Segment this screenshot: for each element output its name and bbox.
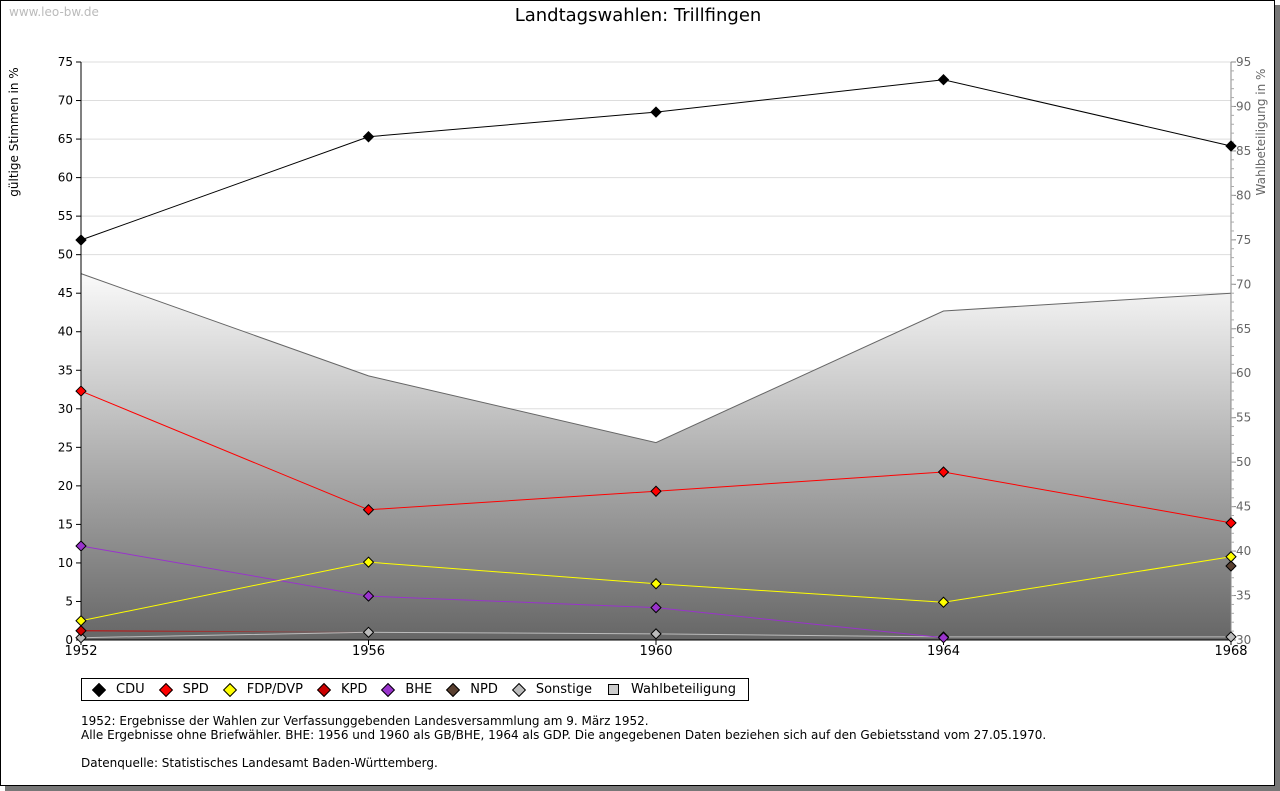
turnout-area — [81, 273, 1231, 640]
legend-marker-icon — [91, 682, 107, 697]
y2-tick-label: 45 — [1236, 500, 1251, 514]
y-tick-label: 20 — [58, 479, 73, 493]
y-tick-label: 50 — [58, 248, 73, 262]
marker-BHE — [650, 601, 662, 614]
legend-label: BHE — [405, 682, 433, 697]
y2-tick-label: 60 — [1236, 366, 1251, 380]
chart-title: Landtagswahlen: Trillfingen — [514, 5, 762, 26]
marker-BHE — [362, 590, 375, 602]
y2-tick-label: 70 — [1236, 277, 1251, 291]
watermark: www.leo-bw.de — [9, 5, 99, 19]
marker-FDP/DVP — [937, 596, 950, 608]
y-tick-label: 75 — [58, 55, 73, 69]
series-line-BHE — [80, 545, 944, 639]
y2-tick-label: 95 — [1236, 55, 1251, 69]
legend-label: SPD — [182, 682, 209, 697]
marker-KPD — [75, 625, 87, 637]
legend-marker-icon — [381, 682, 396, 697]
marker-CDU — [362, 131, 375, 143]
x-tick-label: 1968 — [1214, 644, 1247, 659]
legend: CDU SPD FDP/DVP KPD BHE NPD Sonstige Wahlbeteil… — [81, 678, 750, 701]
marker-NPD — [1225, 560, 1237, 572]
y2-tick-label: 55 — [1236, 411, 1251, 425]
marker-FDP/DVP — [1225, 551, 1237, 563]
legend-item: CDU — [91, 682, 145, 697]
legend-item: BHE — [381, 682, 433, 697]
y-tick-label: 25 — [58, 440, 73, 454]
legend-label: CDU — [116, 682, 145, 697]
series-line-KPD-fade — [80, 630, 369, 633]
legend-marker-icon — [316, 682, 332, 697]
y-tick-label: 30 — [58, 402, 73, 416]
legend-marker-icon — [158, 682, 173, 697]
marker-SPD — [362, 504, 375, 516]
y2-tick-label: 50 — [1236, 455, 1251, 469]
x-tick-label: 1952 — [64, 644, 97, 659]
legend-label: NPD — [470, 682, 498, 697]
y2-tick-label: 90 — [1236, 99, 1251, 113]
marker-CDU — [1225, 140, 1237, 152]
y2-tick-label: 85 — [1236, 144, 1251, 158]
y2-tick-label: 80 — [1236, 188, 1251, 202]
y-tick-label: 35 — [58, 363, 73, 377]
legend-item: SPD — [158, 682, 209, 697]
y-axis-label: gültige Stimmen in % — [7, 67, 21, 196]
legend-marker-icon — [511, 682, 526, 697]
y2-tick-label: 65 — [1236, 322, 1251, 336]
legend-item: KPD — [316, 682, 368, 697]
y-tick-label: 5 — [65, 594, 73, 608]
marker-BHE — [75, 540, 87, 552]
marker-CDU — [650, 106, 662, 118]
y2-tick-label: 35 — [1236, 589, 1251, 603]
marker-Sonstige — [1225, 631, 1237, 643]
note-1: 1952: Ergebnisse der Wahlen zur Verfassu… — [81, 714, 649, 728]
y-tick-label: 65 — [58, 132, 73, 146]
y2-tick-label: 75 — [1236, 233, 1251, 247]
y-tick-label: 40 — [58, 325, 73, 339]
marker-FDP/DVP — [75, 615, 87, 627]
y-tick-label: 55 — [58, 209, 73, 223]
y2-tick-label: 40 — [1236, 544, 1251, 558]
marker-Sonstige — [650, 628, 662, 640]
marker-FDP/DVP — [650, 578, 662, 590]
y2-axis-label: Wahlbeteiligung in % — [1254, 69, 1268, 196]
marker-CDU — [75, 234, 87, 246]
marker-SPD — [650, 485, 662, 497]
y-tick-label: 60 — [58, 171, 73, 185]
y-tick-label: 10 — [58, 556, 73, 570]
legend-square-icon — [608, 684, 620, 695]
legend-marker-icon — [222, 682, 237, 697]
legend-item: Sonstige — [511, 682, 593, 697]
legend-label: FDP/DVP — [246, 682, 303, 697]
y2-tick-label: 30 — [1236, 633, 1251, 647]
marker-CDU — [937, 74, 950, 86]
y-tick-label: 0 — [65, 633, 73, 647]
legend-item: Wahlbeteiligung — [608, 682, 736, 697]
marker-SPD — [937, 466, 950, 478]
legend-label: Wahlbeteiligung — [631, 682, 737, 697]
legend-item: FDP/DVP — [222, 682, 303, 697]
y-tick-label: 70 — [58, 94, 73, 108]
marker-BHE — [937, 631, 950, 644]
chart-svg: 0 5 10 15 20 25 30 35 40 45 50 55 60 65 70 75 30 35 40 45 50… — [7, 55, 1268, 659]
legend-item: NPD — [446, 682, 498, 697]
legend-label: KPD — [340, 682, 368, 697]
note-source: Datenquelle: Statistisches Landesamt Bad… — [81, 756, 438, 770]
x-tick-label: 1956 — [352, 644, 385, 659]
y-tick-label: 15 — [58, 517, 73, 531]
x-tick-label: 1960 — [639, 644, 672, 659]
marker-Sonstige — [75, 631, 87, 644]
legend-label: Sonstige — [535, 682, 593, 697]
marker-SPD — [1225, 517, 1237, 529]
notes: 1952: Ergebnisse der Wahlen zur Verfassu… — [81, 714, 1046, 770]
note-2: Alle Ergebnisse ohne Briefwähler. BHE: 1… — [81, 728, 1047, 742]
marker-FDP/DVP — [362, 556, 375, 568]
turnout-line — [80, 273, 1232, 444]
legend-marker-icon — [446, 682, 461, 697]
x-tick-label: 1964 — [927, 644, 960, 659]
marker-SPD — [75, 385, 87, 397]
y-tick-label: 45 — [58, 286, 73, 300]
